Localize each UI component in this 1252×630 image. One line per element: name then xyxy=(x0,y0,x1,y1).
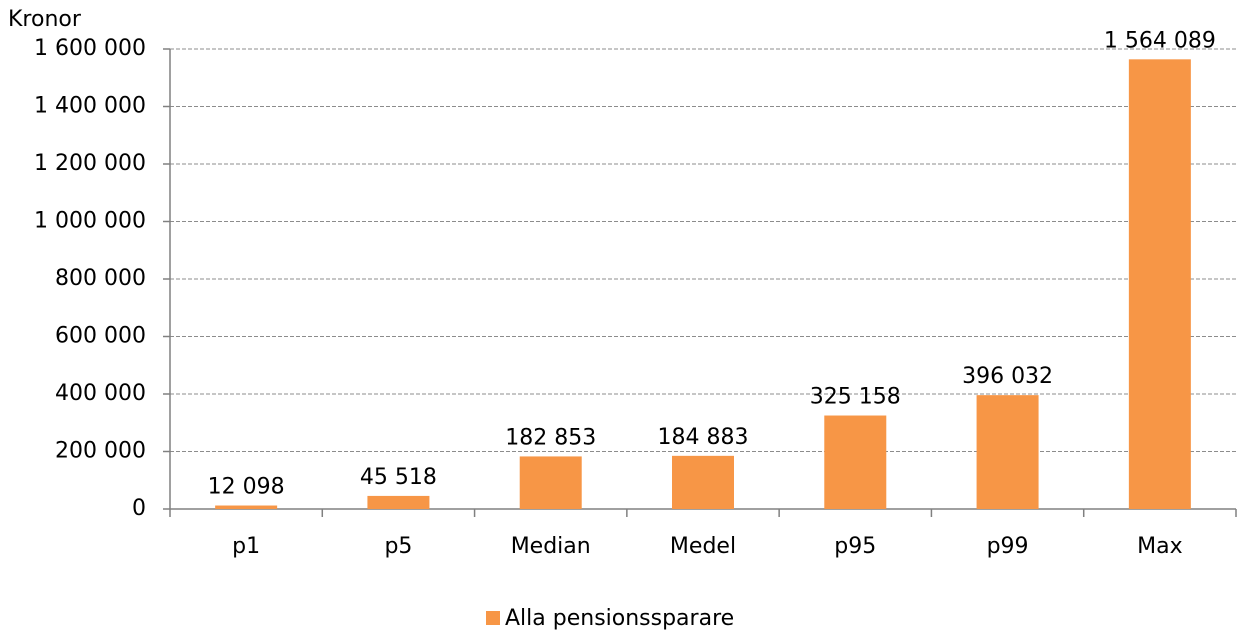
y-tick-label: 800 000 xyxy=(55,266,146,291)
x-tick-label: p1 xyxy=(232,534,260,559)
x-tick-label: Max xyxy=(1137,534,1182,559)
x-tick-label: Median xyxy=(511,534,591,559)
y-tick-label: 1 400 000 xyxy=(34,94,146,119)
bar xyxy=(672,455,734,509)
bar xyxy=(976,395,1039,509)
y-tick-label: 0 xyxy=(132,496,146,521)
value-label: 182 853 xyxy=(505,425,596,450)
value-label: 12 098 xyxy=(208,475,285,500)
value-label: 325 158 xyxy=(810,385,901,410)
y-tick-label: 1 200 000 xyxy=(34,151,146,176)
y-tick-label: 200 000 xyxy=(55,439,146,464)
x-tick-label: Medel xyxy=(670,534,736,559)
y-tick-label: 600 000 xyxy=(55,324,146,349)
bar xyxy=(367,495,430,509)
y-tick-label: 1 600 000 xyxy=(34,36,146,61)
x-tick-label: p5 xyxy=(384,534,412,559)
legend-label: Alla pensionssparare xyxy=(505,606,734,630)
value-label: 396 032 xyxy=(962,364,1053,389)
y-tick-label: 400 000 xyxy=(55,381,146,406)
bar xyxy=(215,505,278,509)
y-axis-label: Kronor xyxy=(8,7,82,32)
bar xyxy=(1128,59,1191,510)
value-label: 184 883 xyxy=(658,425,749,450)
bar xyxy=(824,415,887,509)
legend-swatch xyxy=(486,611,500,625)
x-tick-label: p95 xyxy=(834,534,876,559)
x-tick-label: p99 xyxy=(987,534,1029,559)
value-label: 1 564 089 xyxy=(1104,28,1216,53)
y-tick-label: 1 000 000 xyxy=(34,209,146,234)
bar xyxy=(519,456,582,509)
value-label: 45 518 xyxy=(360,465,437,490)
